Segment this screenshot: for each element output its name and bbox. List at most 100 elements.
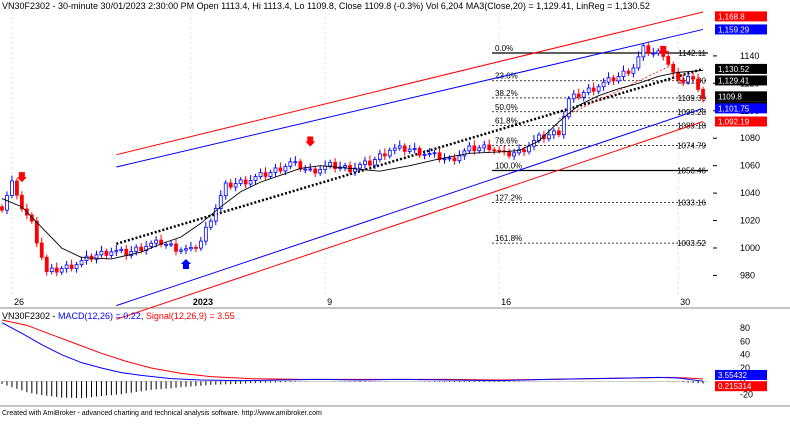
candle-body xyxy=(228,182,233,188)
fib-level-label: 38.2% xyxy=(495,89,518,98)
fib-level-label: 0.0% xyxy=(495,44,513,53)
candle-body xyxy=(54,267,59,273)
candle-body xyxy=(10,180,14,196)
candle-body xyxy=(517,149,521,154)
candle-body xyxy=(412,147,417,150)
price-tag-bg xyxy=(715,11,767,22)
candle-body xyxy=(278,167,283,172)
channel-red-lower xyxy=(116,121,704,320)
candle-body xyxy=(19,194,24,210)
x-axis-label: 26 xyxy=(14,297,24,307)
candle-body xyxy=(527,145,531,153)
candle-body xyxy=(492,149,497,152)
candle-body xyxy=(253,176,258,181)
candle-body xyxy=(547,134,551,140)
fib-level-label: 161.8% xyxy=(495,234,522,243)
candle-body xyxy=(432,152,437,155)
fib-level-label: 100.0% xyxy=(495,162,522,171)
candle-body xyxy=(571,93,576,100)
candle-body xyxy=(74,264,79,270)
fib-level-label: 78.6% xyxy=(495,136,518,145)
candle-body xyxy=(561,116,566,136)
candle-body xyxy=(606,77,611,83)
candle-body xyxy=(696,78,700,90)
candle-body xyxy=(353,167,357,173)
candle-body xyxy=(79,260,84,266)
candle-body xyxy=(551,130,556,136)
candle-body xyxy=(189,247,193,250)
macd-axis-label: 60 xyxy=(740,336,750,346)
candle-body xyxy=(283,166,288,172)
candle-body xyxy=(194,247,198,249)
macd-histogram-group xyxy=(1,381,704,399)
macd-header: VN30F2302 - MACD(12,26) = 0.22, Signal(1… xyxy=(2,311,235,321)
candle-body xyxy=(616,76,621,82)
price-tag-bg xyxy=(715,63,767,74)
candle-body xyxy=(119,248,124,251)
footer-credit: Created with AmiBroker - advanced charti… xyxy=(2,410,322,417)
macd-tag-label: 3.55432 xyxy=(718,371,747,380)
candle-body xyxy=(586,87,591,94)
linreg-line xyxy=(115,67,704,246)
signal-label: Signal(12,26,9) = 3.55 xyxy=(145,311,235,321)
candle-body xyxy=(248,180,253,185)
macd-symbol: VN30F2302 - xyxy=(2,311,59,321)
price-tag-label: 1,129.41 xyxy=(718,76,750,85)
candle-body xyxy=(576,93,581,98)
signal-arrow-down xyxy=(16,172,27,183)
candle-body xyxy=(198,240,203,249)
candle-body xyxy=(681,79,686,83)
candle-body xyxy=(512,152,516,157)
candle-body xyxy=(238,179,243,184)
candle-body xyxy=(646,45,651,54)
fib-value-label: 1074.79 xyxy=(677,141,706,150)
candle-body xyxy=(368,160,372,166)
price-axis-label: 1040 xyxy=(740,188,760,198)
x-axis-label: 16 xyxy=(501,297,511,307)
candle-body xyxy=(666,56,671,65)
price-tag-bg xyxy=(715,103,767,114)
candle-body xyxy=(124,248,129,257)
macd-axis-label: 40 xyxy=(740,350,750,360)
candle-body xyxy=(417,147,422,156)
macd-tag-label: 0.215314 xyxy=(718,382,752,391)
candle-body xyxy=(358,164,362,169)
price-axis-label: 1060 xyxy=(740,161,760,171)
candle-body xyxy=(442,158,447,161)
candle-body xyxy=(99,250,104,256)
candle-body xyxy=(556,130,561,136)
candle-body xyxy=(15,180,19,196)
candle-body xyxy=(313,168,318,174)
candle-body xyxy=(462,150,467,157)
candle-body xyxy=(422,154,427,156)
price-tag-label: 1,168.8 xyxy=(718,12,745,21)
price-tag-label: 1,159.29 xyxy=(718,25,750,34)
candle-body xyxy=(273,167,278,173)
candle-body xyxy=(114,250,119,253)
macd-axis-label: 20 xyxy=(740,363,750,373)
candle-body xyxy=(601,81,606,88)
candle-body xyxy=(487,144,492,151)
candle-body xyxy=(437,152,442,161)
candle-body xyxy=(343,165,347,168)
candle-body xyxy=(636,56,641,69)
price-axis-label: 1000 xyxy=(740,243,760,253)
candle-body xyxy=(179,249,183,252)
candle-body xyxy=(34,220,39,244)
price-tag-label: 1109.8 xyxy=(718,92,742,101)
candle-body xyxy=(457,155,462,162)
candle-body xyxy=(631,67,636,74)
candle-body xyxy=(542,134,546,140)
ma-line xyxy=(1,69,704,260)
candle-body xyxy=(59,268,64,273)
price-axis-label: 1140 xyxy=(740,51,759,61)
candle-body xyxy=(596,86,601,92)
candle-body xyxy=(621,70,626,77)
signal-arrow-down xyxy=(305,136,316,147)
candle-body xyxy=(203,226,208,242)
candle-body xyxy=(104,250,109,256)
candle-body xyxy=(293,161,298,164)
candle-body xyxy=(497,149,502,152)
candle-body xyxy=(591,87,596,92)
